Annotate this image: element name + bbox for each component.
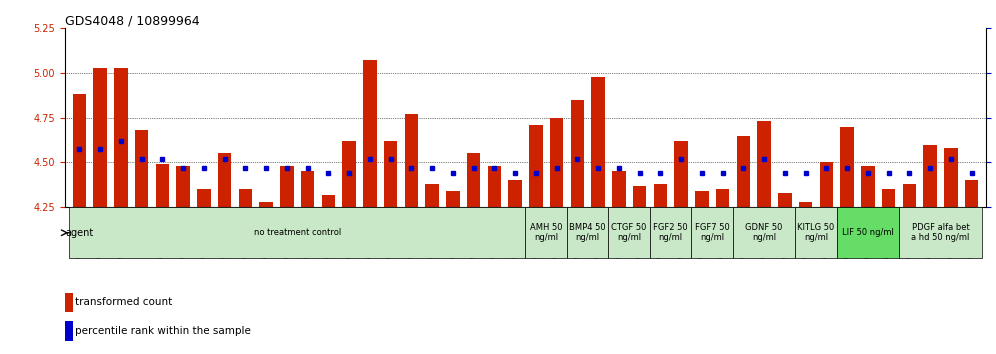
Bar bbox=[322, 195, 335, 207]
Bar bbox=[716, 189, 729, 207]
Bar bbox=[238, 189, 252, 207]
Text: FGF2 50
ng/ml: FGF2 50 ng/ml bbox=[653, 223, 688, 242]
Bar bbox=[923, 144, 937, 207]
Bar bbox=[73, 95, 86, 207]
Bar bbox=[757, 121, 771, 207]
Bar bbox=[733, 207, 795, 258]
Text: KITLG 50
ng/ml: KITLG 50 ng/ml bbox=[797, 223, 835, 242]
Bar bbox=[609, 207, 649, 258]
Bar bbox=[69, 207, 526, 258]
Bar bbox=[592, 76, 605, 207]
Bar bbox=[94, 68, 107, 207]
Bar bbox=[881, 189, 895, 207]
Bar bbox=[134, 130, 148, 207]
Bar bbox=[944, 148, 957, 207]
Bar bbox=[280, 166, 294, 207]
Bar bbox=[691, 207, 733, 258]
Text: AMH 50
ng/ml: AMH 50 ng/ml bbox=[530, 223, 563, 242]
Bar bbox=[736, 136, 750, 207]
Bar bbox=[674, 141, 688, 207]
Bar bbox=[65, 293, 73, 312]
Bar bbox=[301, 171, 315, 207]
Bar bbox=[155, 164, 169, 207]
Text: BMP4 50
ng/ml: BMP4 50 ng/ml bbox=[570, 223, 606, 242]
Text: CTGF 50
ng/ml: CTGF 50 ng/ml bbox=[612, 223, 646, 242]
Bar bbox=[795, 207, 837, 258]
Text: GDS4048 / 10899964: GDS4048 / 10899964 bbox=[65, 14, 199, 27]
Bar bbox=[571, 100, 584, 207]
Bar bbox=[343, 141, 356, 207]
Bar bbox=[841, 127, 854, 207]
Bar bbox=[383, 141, 397, 207]
Bar bbox=[695, 191, 708, 207]
Bar bbox=[965, 180, 978, 207]
Bar bbox=[550, 118, 564, 207]
Bar bbox=[363, 61, 376, 207]
Text: GDNF 50
ng/ml: GDNF 50 ng/ml bbox=[745, 223, 783, 242]
Text: percentile rank within the sample: percentile rank within the sample bbox=[76, 326, 251, 336]
Bar bbox=[778, 193, 792, 207]
Bar bbox=[820, 162, 833, 207]
Bar bbox=[526, 207, 567, 258]
Bar bbox=[837, 207, 898, 258]
Text: transformed count: transformed count bbox=[76, 297, 172, 307]
Bar bbox=[612, 171, 625, 207]
Bar bbox=[259, 202, 273, 207]
Bar bbox=[176, 166, 190, 207]
Bar bbox=[65, 321, 73, 341]
Bar bbox=[218, 154, 231, 207]
Text: no treatment control: no treatment control bbox=[254, 228, 341, 237]
Bar bbox=[799, 202, 813, 207]
Bar bbox=[653, 184, 667, 207]
Bar bbox=[898, 207, 982, 258]
Bar bbox=[649, 207, 691, 258]
Bar bbox=[404, 114, 418, 207]
Bar bbox=[467, 154, 480, 207]
Bar bbox=[446, 191, 459, 207]
Text: FGF7 50
ng/ml: FGF7 50 ng/ml bbox=[695, 223, 729, 242]
Bar bbox=[425, 184, 439, 207]
Text: agent: agent bbox=[65, 228, 94, 238]
Bar bbox=[114, 68, 127, 207]
Bar bbox=[529, 125, 543, 207]
Bar bbox=[861, 166, 874, 207]
Text: LIF 50 ng/ml: LIF 50 ng/ml bbox=[842, 228, 893, 237]
Bar bbox=[487, 166, 501, 207]
Text: PDGF alfa bet
a hd 50 ng/ml: PDGF alfa bet a hd 50 ng/ml bbox=[911, 223, 969, 242]
Bar bbox=[508, 180, 522, 207]
Bar bbox=[197, 189, 210, 207]
Bar bbox=[632, 185, 646, 207]
Bar bbox=[567, 207, 609, 258]
Bar bbox=[902, 184, 916, 207]
